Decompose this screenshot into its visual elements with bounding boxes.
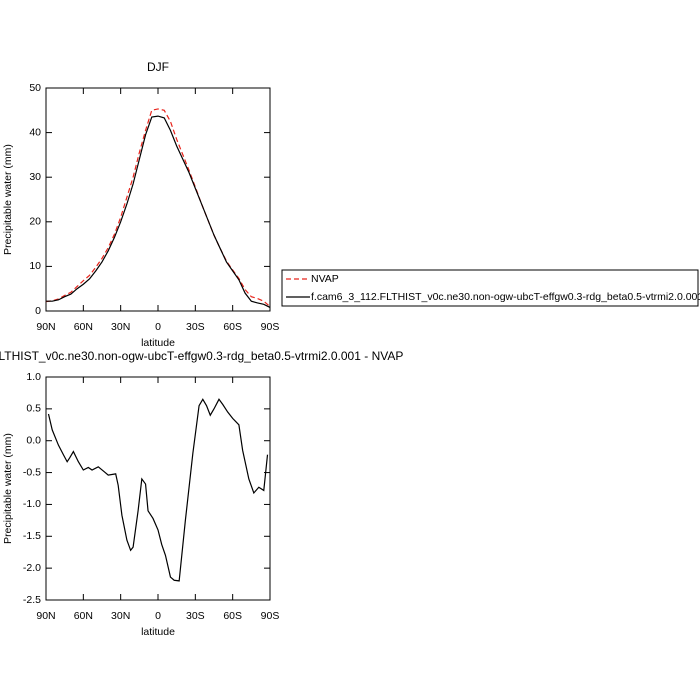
y-tick-label: -1.5 [23, 530, 41, 542]
data-line [47, 398, 269, 582]
y-tick-label: -0.5 [23, 466, 41, 478]
x-tick-label: 30N [111, 610, 130, 622]
x-tick-label: 90N [36, 321, 55, 333]
y-tick-label: 0.0 [26, 434, 41, 446]
legend-label: f.cam6_3_112.FLTHIST_v0c.ne30.non-ogw-ub… [311, 291, 700, 303]
chart-title: f.cam6_3_112.FLTHIST_v0c.ne30.non-ogw-ub… [0, 349, 403, 363]
x-tick-label: 30S [186, 321, 205, 333]
x-tick-label: 60S [223, 610, 242, 622]
x-tick-label: 60N [74, 321, 93, 333]
data-line [46, 115, 271, 308]
legend-frame [281, 269, 699, 307]
y-tick-label: 10 [29, 260, 41, 272]
chart-title: DJF [147, 60, 169, 74]
x-tick-label: 0 [155, 610, 161, 622]
plot-frame [45, 87, 271, 312]
y-tick-label: 30 [29, 171, 41, 183]
y-tick-label: 0 [35, 305, 41, 317]
x-axis-label: latitude [141, 337, 175, 349]
y-tick-label: 20 [29, 216, 41, 228]
y-axis-label: Precipitable water (mm) [2, 433, 14, 544]
x-tick-label: 90N [36, 610, 55, 622]
y-tick-label: -1.0 [23, 498, 41, 510]
y-tick-label: 1.0 [26, 371, 41, 383]
x-tick-label: 60S [223, 321, 242, 333]
y-tick-label: -2.5 [23, 594, 41, 606]
x-axis-label: latitude [141, 626, 175, 638]
x-tick-label: 90S [261, 610, 280, 622]
plot-frame [45, 376, 271, 601]
y-tick-label: 40 [29, 126, 41, 138]
x-tick-label: 90S [261, 321, 280, 333]
y-tick-label: 0.5 [26, 403, 41, 415]
x-tick-label: 30N [111, 321, 130, 333]
y-axis-label: Precipitable water (mm) [2, 144, 14, 255]
x-tick-label: 0 [155, 321, 161, 333]
x-tick-label: 30S [186, 610, 205, 622]
y-tick-label: 50 [29, 82, 41, 94]
y-tick-label: -2.0 [23, 562, 41, 574]
legend-label: NVAP [311, 273, 339, 285]
x-tick-label: 60N [74, 610, 93, 622]
legend: NVAP f.cam6_3_112.FLTHIST_v0c.ne30.non-og… [281, 269, 700, 307]
